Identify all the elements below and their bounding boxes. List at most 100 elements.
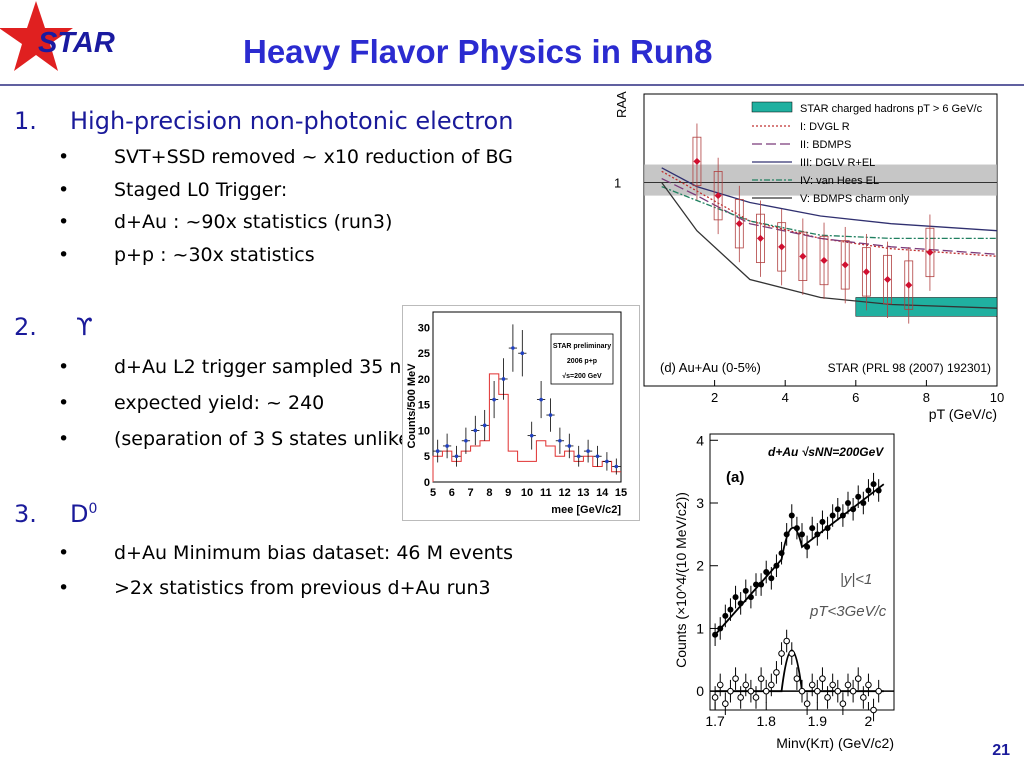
x-tick-label: 15 <box>615 487 627 499</box>
x-tick-label: 14 <box>596 487 609 499</box>
data-point <box>841 261 849 269</box>
data-point <box>464 438 468 443</box>
data-point-open <box>865 681 872 689</box>
data-point <box>454 454 459 459</box>
data-point <box>819 518 826 525</box>
data-point <box>473 428 478 433</box>
data-point-open <box>722 700 729 708</box>
upsilon-chart-panel: 5 6 7 8 9 10 11 12 13 14 15 0 5 10 15 20 25 30 mee [GeV/c2… <box>402 305 640 521</box>
data-point <box>845 500 851 506</box>
chart-annotation: (a) <box>726 469 744 486</box>
x-tick-label: 4 <box>782 390 789 405</box>
data-point <box>595 454 600 459</box>
data-point-open <box>757 675 765 682</box>
data-point-open <box>849 687 857 695</box>
d0-chart: 1.7 1.8 1.9 2 0 1 2 3 4 Minv(Kπ) (GeV/c2) Counts (… <box>673 432 895 751</box>
data-point-open <box>854 675 862 682</box>
data-point <box>778 550 785 557</box>
data-point <box>756 234 765 242</box>
x-tick-label: 5 <box>430 487 436 499</box>
section-heading-text: D0 <box>70 500 98 528</box>
data-point <box>717 625 724 632</box>
data-point-open <box>793 675 801 682</box>
data-point <box>778 243 786 251</box>
data-point <box>875 487 882 494</box>
section-number: 1. <box>14 107 37 135</box>
data-point <box>763 569 770 575</box>
data-point <box>747 594 754 601</box>
data-point <box>482 423 487 428</box>
section-number: 2. <box>14 313 37 341</box>
data-point <box>735 220 743 228</box>
chart-annotation: (d) Au+Au (0-5%) <box>660 360 761 375</box>
data-point-open <box>875 687 882 695</box>
data-point <box>548 413 553 417</box>
data-point <box>614 464 619 469</box>
chart-annotation: d+Au √sNN=200GeV <box>768 445 884 459</box>
data-point <box>799 252 807 260</box>
data-point-open <box>819 675 826 682</box>
data-point-open <box>762 687 770 695</box>
data-point <box>905 281 913 289</box>
data-point-open <box>808 681 816 689</box>
x-tick-label: 6 <box>852 390 859 405</box>
data-point <box>768 575 775 582</box>
plot-frame <box>709 433 895 711</box>
data-point <box>804 543 811 550</box>
data-point-open <box>870 706 877 714</box>
charged-hadrons-band <box>855 297 998 317</box>
page-number: 21 <box>992 742 1010 759</box>
data-point-open <box>834 687 842 695</box>
y-tick-label: 0 <box>696 683 704 699</box>
y-tick-label: 25 <box>418 348 430 360</box>
curve-van-hees <box>661 185 997 240</box>
data-point-open <box>814 687 821 695</box>
y-tick-label: 20 <box>418 374 430 386</box>
section-heading-text: ϒ <box>76 313 93 341</box>
data-point <box>722 612 729 619</box>
data-point <box>742 587 749 594</box>
curve-dvgl-r <box>661 170 998 257</box>
data-point-open <box>798 687 806 695</box>
x-axis-label: Minv(Kπ) (GeV/c2) <box>776 735 894 751</box>
y-tick-label: 15 <box>418 400 430 412</box>
y-axis-label: Counts (×10^4/(10 MeV/c2)) <box>673 492 689 668</box>
data-point <box>758 581 765 588</box>
data-point <box>870 481 877 488</box>
data-point-open <box>844 681 852 689</box>
x-axis-label: pT (GeV/c) <box>929 406 997 422</box>
data-point-open <box>839 700 847 708</box>
x-tick-label: 11 <box>540 487 552 499</box>
legend-label: II: BDMPS <box>800 139 851 151</box>
legend-label: STAR preliminary <box>553 343 611 350</box>
x-tick-label: 7 <box>468 487 474 499</box>
data-point <box>511 346 515 350</box>
data-point <box>834 506 841 513</box>
data-point <box>829 512 836 519</box>
x-tick-label: 9 <box>505 487 511 499</box>
logo-text: STAR <box>38 27 115 59</box>
plot-frame <box>432 311 622 483</box>
star-icon <box>0 1 73 71</box>
x-tick-label: 1.7 <box>705 713 725 729</box>
data-point-open <box>773 669 780 676</box>
data-point <box>884 275 892 284</box>
plot-frame <box>643 93 998 387</box>
data-point <box>753 581 759 588</box>
d0-chart-panel: 1.7 1.8 1.9 2 0 1 2 3 4 Minv(Kπ) (GeV/c2) Counts (… <box>662 420 902 755</box>
data-point <box>605 459 609 464</box>
data-point-open <box>768 681 775 689</box>
y-tick-label: 30 <box>418 322 430 334</box>
x-tick-label: 6 <box>449 487 455 499</box>
x-tick-label: 1.8 <box>756 713 776 729</box>
data-point <box>809 525 816 532</box>
x-tick-label: 8 <box>486 487 492 499</box>
x-tick-label: 13 <box>577 487 589 499</box>
y-tick-label: 10 <box>418 425 430 437</box>
data-point-open <box>737 694 744 701</box>
legend-swatch <box>751 101 793 113</box>
legend-box <box>550 333 614 385</box>
legend-label: I: DVGL R <box>800 121 850 133</box>
